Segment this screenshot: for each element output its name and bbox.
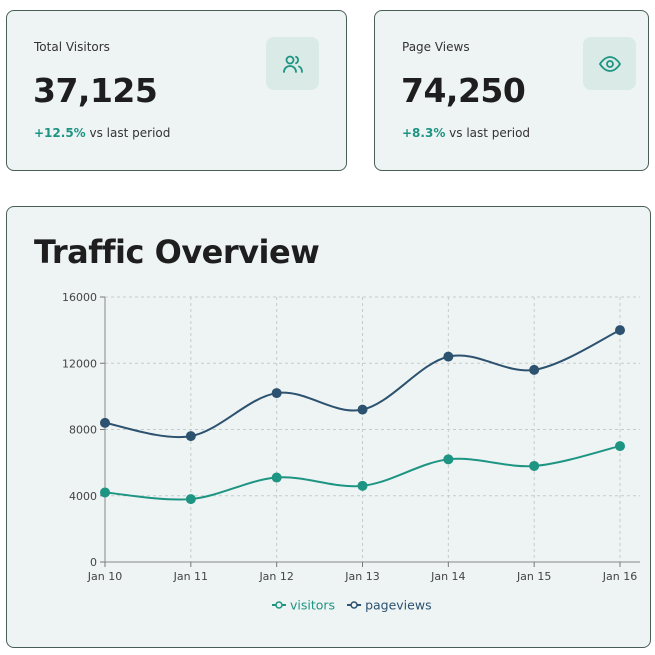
- stat-label: Total Visitors: [34, 40, 110, 54]
- stat-value: 37,125: [33, 71, 158, 110]
- stat-change: +8.3% vs last period: [402, 126, 530, 140]
- stat-label: Page Views: [402, 40, 470, 54]
- stat-card-visitors: Total Visitors 37,125 +12.5% vs last per…: [6, 10, 347, 171]
- chart-title: Traffic Overview: [34, 233, 320, 271]
- change-suffix: vs last period: [89, 126, 171, 140]
- stat-change: +12.5% vs last period: [34, 126, 170, 140]
- stat-value: 74,250: [401, 71, 526, 110]
- eye-icon: [583, 37, 636, 90]
- traffic-overview-card: Traffic Overview: [6, 206, 651, 648]
- change-suffix: vs last period: [449, 126, 531, 140]
- change-percent: +8.3%: [402, 126, 446, 140]
- users-icon: [266, 37, 319, 90]
- stat-card-pageviews: Page Views 74,250 +8.3% vs last period: [374, 10, 649, 171]
- change-percent: +12.5%: [34, 126, 86, 140]
